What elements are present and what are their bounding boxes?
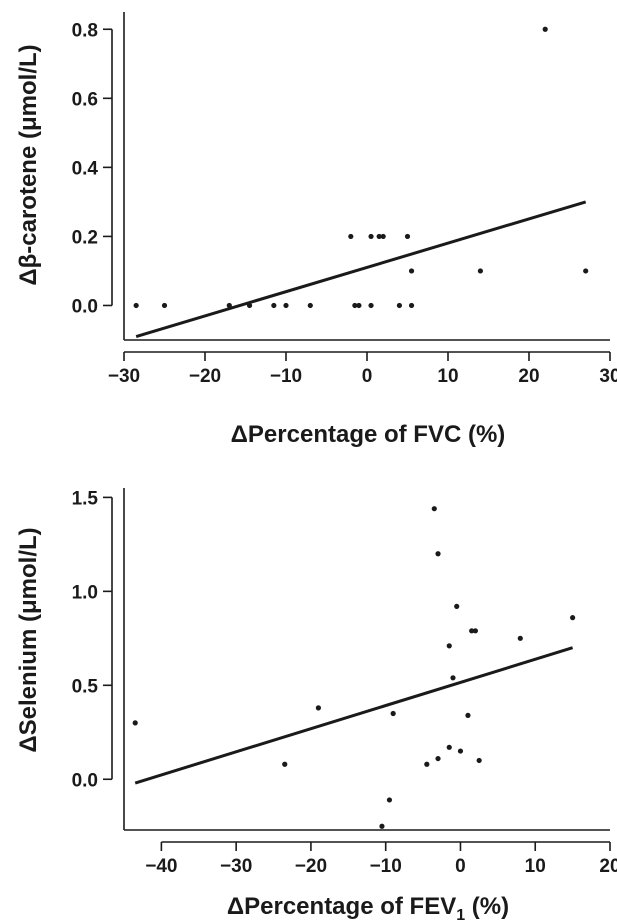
y-axis-label: ΔSelenium (μmol/L): [15, 527, 42, 752]
x-tick-label: −30: [108, 366, 140, 387]
data-point: [283, 302, 289, 309]
data-point: [457, 748, 464, 754]
x-axis-label: ΔPercentage of FEV1 (%): [227, 893, 509, 921]
data-point: [469, 628, 475, 634]
x-tick-label: 0: [455, 856, 466, 877]
data-point: [450, 675, 456, 681]
data-point: [435, 551, 441, 557]
data-point: [424, 761, 430, 767]
regression-line: [135, 200, 587, 338]
data-point: [356, 302, 362, 309]
x-tick-label: −20: [189, 366, 221, 387]
chart-beta-carotene-vs-fvc: Δβ-carotene (μmol/L) ΔPercentage of FVC …: [15, 12, 617, 448]
data-point: [379, 823, 385, 829]
x-tick-label: 10: [437, 366, 458, 387]
chart-selenium-vs-fev1: ΔSelenium (μmol/L) ΔPercentage of FEV1 (…: [15, 488, 617, 921]
data-point: [161, 302, 168, 309]
data-point: [435, 755, 441, 762]
data-point: [380, 233, 386, 240]
x-tick-label: −30: [220, 856, 252, 877]
data-point: [583, 268, 589, 274]
data-point: [348, 233, 354, 240]
y-tick-label: 0.6: [72, 89, 98, 110]
data-point: [408, 302, 415, 309]
data-point: [408, 268, 415, 274]
data-point: [446, 643, 452, 649]
y-tick-label: 0.0: [72, 770, 98, 791]
x-axis-label-text: ΔPercentage of FEV: [227, 893, 456, 920]
y-tick-label: 0.2: [72, 227, 98, 248]
data-point: [376, 233, 382, 240]
y-tick-label: 1.0: [72, 582, 98, 603]
data-point: [517, 635, 523, 641]
regression-line: [134, 646, 574, 785]
data-point: [246, 302, 253, 309]
data-point: [454, 603, 460, 609]
y-axis-label-text: ΔSelenium (μmol/L): [15, 527, 42, 752]
data-point: [352, 302, 358, 309]
data-point: [282, 761, 288, 767]
x-tick-label: −40: [145, 856, 177, 877]
x-axis-label-suffix: (%): [465, 893, 509, 920]
data-point: [570, 615, 576, 621]
x-tick-label: −20: [295, 856, 327, 877]
data-point: [132, 720, 138, 726]
data-point: [404, 233, 411, 240]
data-point: [315, 705, 321, 711]
data-point: [133, 302, 139, 309]
data-point: [431, 506, 437, 512]
x-tick-label: 20: [599, 856, 617, 877]
data-point: [472, 628, 479, 634]
x-tick-label: 0: [362, 366, 373, 387]
data-point: [271, 302, 277, 309]
data-point: [368, 302, 374, 309]
data-point: [542, 26, 548, 32]
y-tick-label: 0.4: [72, 158, 99, 179]
data-point: [477, 268, 483, 274]
x-tick-label: 20: [518, 366, 539, 387]
data-point: [396, 302, 402, 309]
y-tick-label: 1.5: [72, 488, 99, 509]
data-point: [465, 712, 471, 718]
data-point: [476, 757, 482, 764]
x-tick-label: 10: [525, 856, 546, 877]
x-axis-label-subscript: 1: [456, 907, 465, 921]
y-tick-label: 0.8: [72, 20, 98, 41]
data-point: [446, 744, 452, 750]
x-tick-label: −10: [270, 366, 302, 387]
y-axis-label: Δβ-carotene (μmol/L): [15, 44, 42, 285]
data-point: [390, 710, 396, 717]
data-point: [226, 302, 232, 309]
x-tick-label: −10: [370, 856, 402, 877]
y-tick-label: 0.5: [72, 676, 99, 697]
x-tick-label: 30: [599, 366, 617, 387]
y-tick-label: 0.0: [72, 296, 98, 317]
data-point: [386, 797, 393, 803]
data-point: [368, 233, 374, 240]
x-axis-label: ΔPercentage of FVC (%): [231, 421, 506, 448]
data-point: [307, 302, 313, 309]
